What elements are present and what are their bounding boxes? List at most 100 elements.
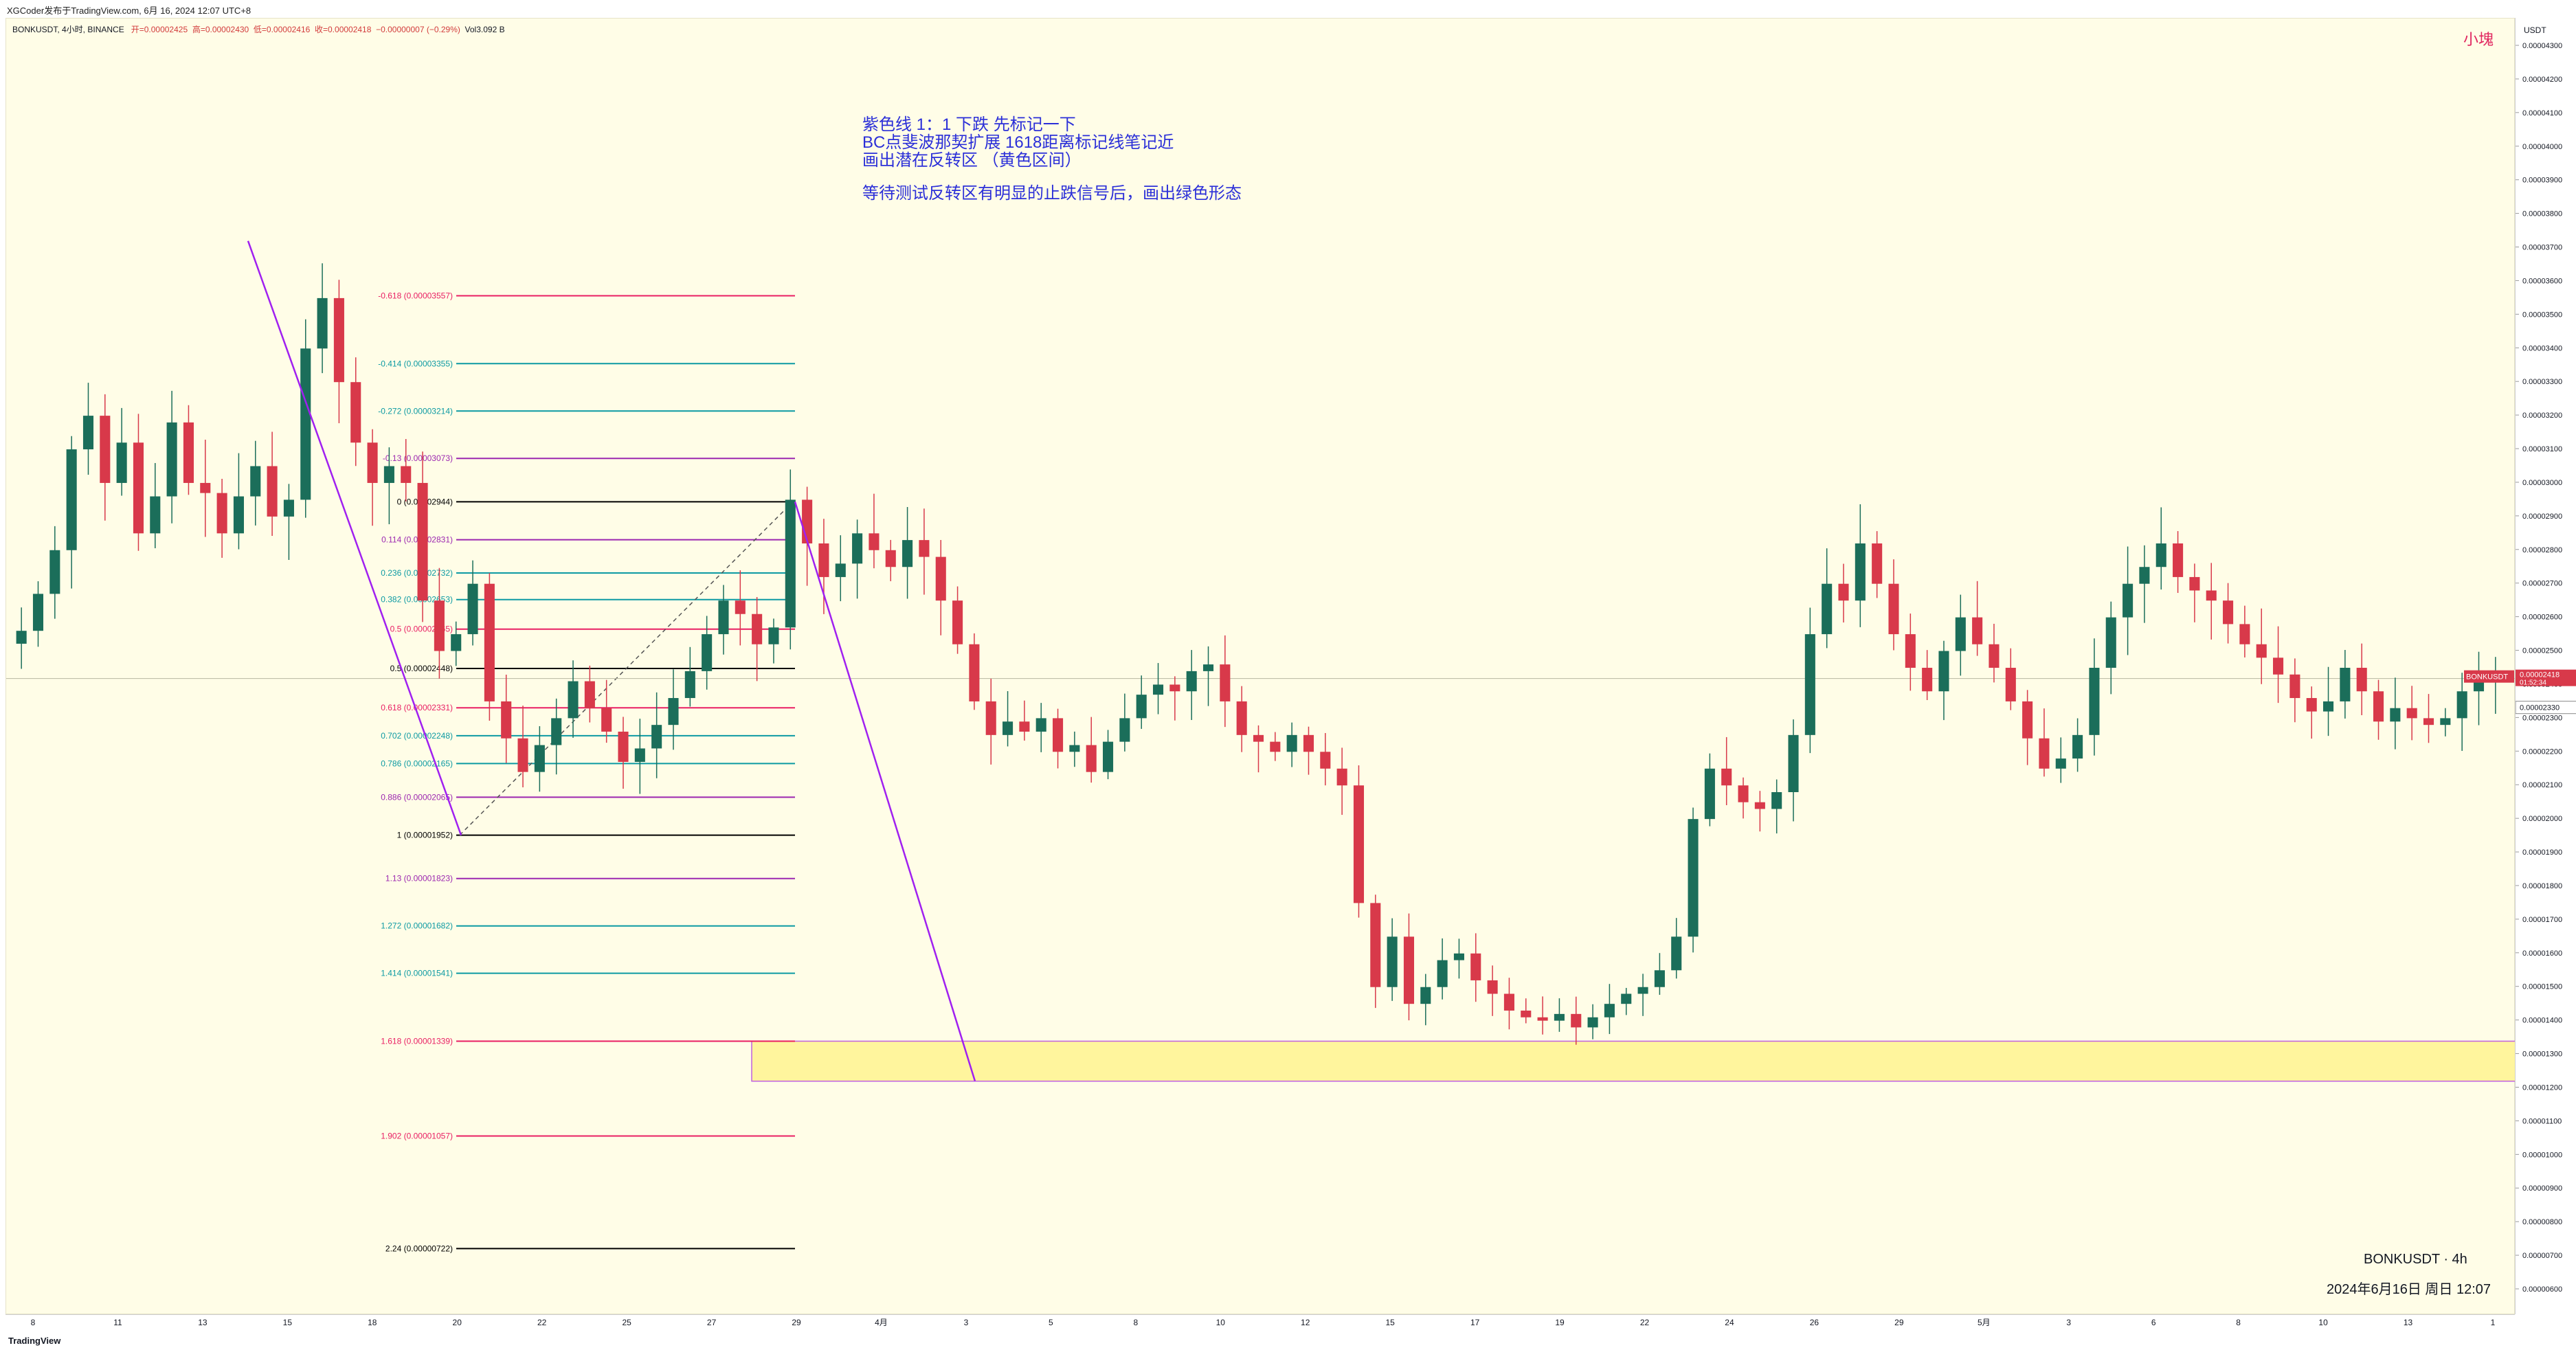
candle-body — [1738, 785, 1749, 802]
candle-body — [1453, 953, 1464, 960]
candle-body — [869, 533, 880, 550]
price-tick-label: 0.00003700 — [2522, 244, 2562, 252]
candle-body — [668, 698, 679, 725]
candle-body — [350, 382, 361, 443]
candle-body — [2105, 617, 2116, 668]
price-tick-label: 0.00001100 — [2522, 1117, 2562, 1125]
candle-body — [49, 550, 60, 594]
candle-body — [2206, 590, 2217, 601]
price-tick-label: 0.00001800 — [2522, 882, 2562, 890]
candle-body — [317, 297, 328, 349]
candle-body — [1637, 987, 1648, 994]
fib-level-label: 1 (0.00001952) — [397, 831, 453, 840]
candle-body — [16, 631, 27, 644]
candle-body — [2005, 668, 2016, 701]
fib-level-label: 0.886 (0.00002065) — [381, 792, 453, 802]
author-watermark: 小塊 — [2463, 31, 2494, 48]
fib-level-label: 1.618 (0.00001339) — [381, 1036, 453, 1046]
time-tick-label: 19 — [1555, 1318, 1565, 1327]
candle-body — [1387, 936, 1398, 987]
candle-body — [1888, 583, 1899, 635]
window-title: XGCoder发布于TradingView.com, 6月 16, 2024 1… — [7, 5, 251, 16]
price-tick-label: 0.00001000 — [2522, 1151, 2562, 1159]
second-price-value: 0.00002330 — [2520, 704, 2560, 712]
time-tick-label: 8 — [31, 1318, 36, 1327]
legend-low: 低=0.00002416 — [253, 25, 311, 34]
annotation-line-4: 等待测试反转区有明显的止跌信号后，画出绿色形态 — [862, 184, 1242, 203]
candle-body — [1822, 583, 1833, 635]
symbol-tag — [2464, 670, 2514, 683]
second-price-tag — [2515, 701, 2576, 715]
candle-body — [383, 466, 394, 483]
candle-body — [451, 634, 462, 651]
candle-body — [32, 594, 44, 631]
candle-body — [1286, 734, 1297, 752]
chart-area[interactable]: -0.618 (0.00003557) -0.414 (0.00003355) -0… — [5, 18, 2516, 1315]
candle-body — [2256, 644, 2267, 658]
candle-body — [2289, 674, 2300, 699]
price-tick-label: 0.00003200 — [2522, 412, 2562, 420]
time-tick-label: 15 — [283, 1318, 293, 1327]
candle-body — [1654, 970, 1665, 987]
fib-trendline — [459, 501, 794, 836]
time-tick-label: 4月 — [875, 1318, 888, 1327]
candlestick-chart[interactable]: -0.618 (0.00003557) -0.414 (0.00003355) -0… — [6, 19, 2516, 1315]
candle-body — [1003, 721, 1013, 735]
time-tick-label: 29 — [792, 1318, 801, 1327]
legend-close: 收=0.00002418 — [315, 25, 372, 34]
candle-body — [752, 614, 763, 644]
candle-body — [818, 543, 829, 577]
price-axis[interactable]: USDT 0.00004300 0.00004200 0.00004100 0.0000… — [2515, 18, 2576, 1314]
candle-body — [1069, 745, 1080, 752]
price-tick-label: 0.00002900 — [2522, 513, 2562, 521]
purple-line-ab — [247, 240, 462, 836]
price-tick-label: 0.00001500 — [2522, 983, 2562, 991]
candle-body — [2022, 701, 2033, 739]
candle-body — [1754, 802, 1765, 809]
candle-body — [2340, 668, 2351, 701]
candle-body — [233, 496, 244, 534]
candle-body — [2423, 718, 2434, 725]
current-price-value: 0.00002418 — [2520, 671, 2560, 679]
time-tick-label: 5 — [1049, 1318, 1053, 1327]
candle-body — [1303, 734, 1314, 752]
candle-body — [1119, 718, 1130, 742]
candle-body — [551, 718, 562, 745]
candle-body — [1554, 1013, 1565, 1021]
fib-level-label: 0.236 (0.00002732) — [381, 568, 453, 578]
fib-level-label: 2.24 (0.00000722) — [385, 1244, 453, 1253]
candle-body — [1938, 651, 1949, 692]
ohlc-legend: BONKUSDT, 4小时, BINANCE 开=0.00002425 高=0.… — [12, 23, 505, 35]
candle-body — [517, 738, 528, 772]
candle-body — [634, 748, 645, 762]
candle-body — [1403, 936, 1415, 1004]
time-axis[interactable]: 8 11 13 15 18 20 22 25 27 29 4月 3 5 8 10 12 15 17 19 22 24 26… — [5, 1314, 2515, 1330]
candle-body — [166, 422, 177, 497]
candle-body — [2173, 543, 2184, 577]
candle-body — [718, 600, 729, 635]
candle-body — [2323, 701, 2334, 712]
candle-body — [785, 499, 796, 628]
price-tick-label: 0.00003500 — [2522, 311, 2562, 319]
time-tick-label: 13 — [198, 1318, 208, 1327]
price-tick-label: 0.00004100 — [2522, 109, 2562, 117]
time-tick-label: 3 — [964, 1318, 969, 1327]
price-tick-label: 0.00001400 — [2522, 1017, 2562, 1025]
candle-body — [835, 563, 846, 577]
candle-body — [1487, 980, 1498, 994]
candle-body — [150, 496, 161, 534]
top-bar: XGCoder发布于TradingView.com, 6月 16, 2024 1… — [0, 0, 2576, 18]
time-tick-label: 3 — [2066, 1318, 2071, 1327]
candle-body — [1236, 701, 1247, 735]
candle-body — [902, 540, 913, 567]
candle-body — [1102, 741, 1114, 772]
candle-body — [2373, 691, 2384, 722]
legend-open: 开=0.00002425 — [131, 25, 188, 34]
candle-body — [2239, 624, 2250, 644]
candle-body — [501, 701, 512, 739]
candle-body — [216, 493, 227, 534]
price-tick-label: 0.00001700 — [2522, 916, 2562, 924]
footer: TradingView — [0, 1333, 2576, 1350]
candle-body — [684, 671, 695, 699]
candle-body — [852, 533, 863, 564]
